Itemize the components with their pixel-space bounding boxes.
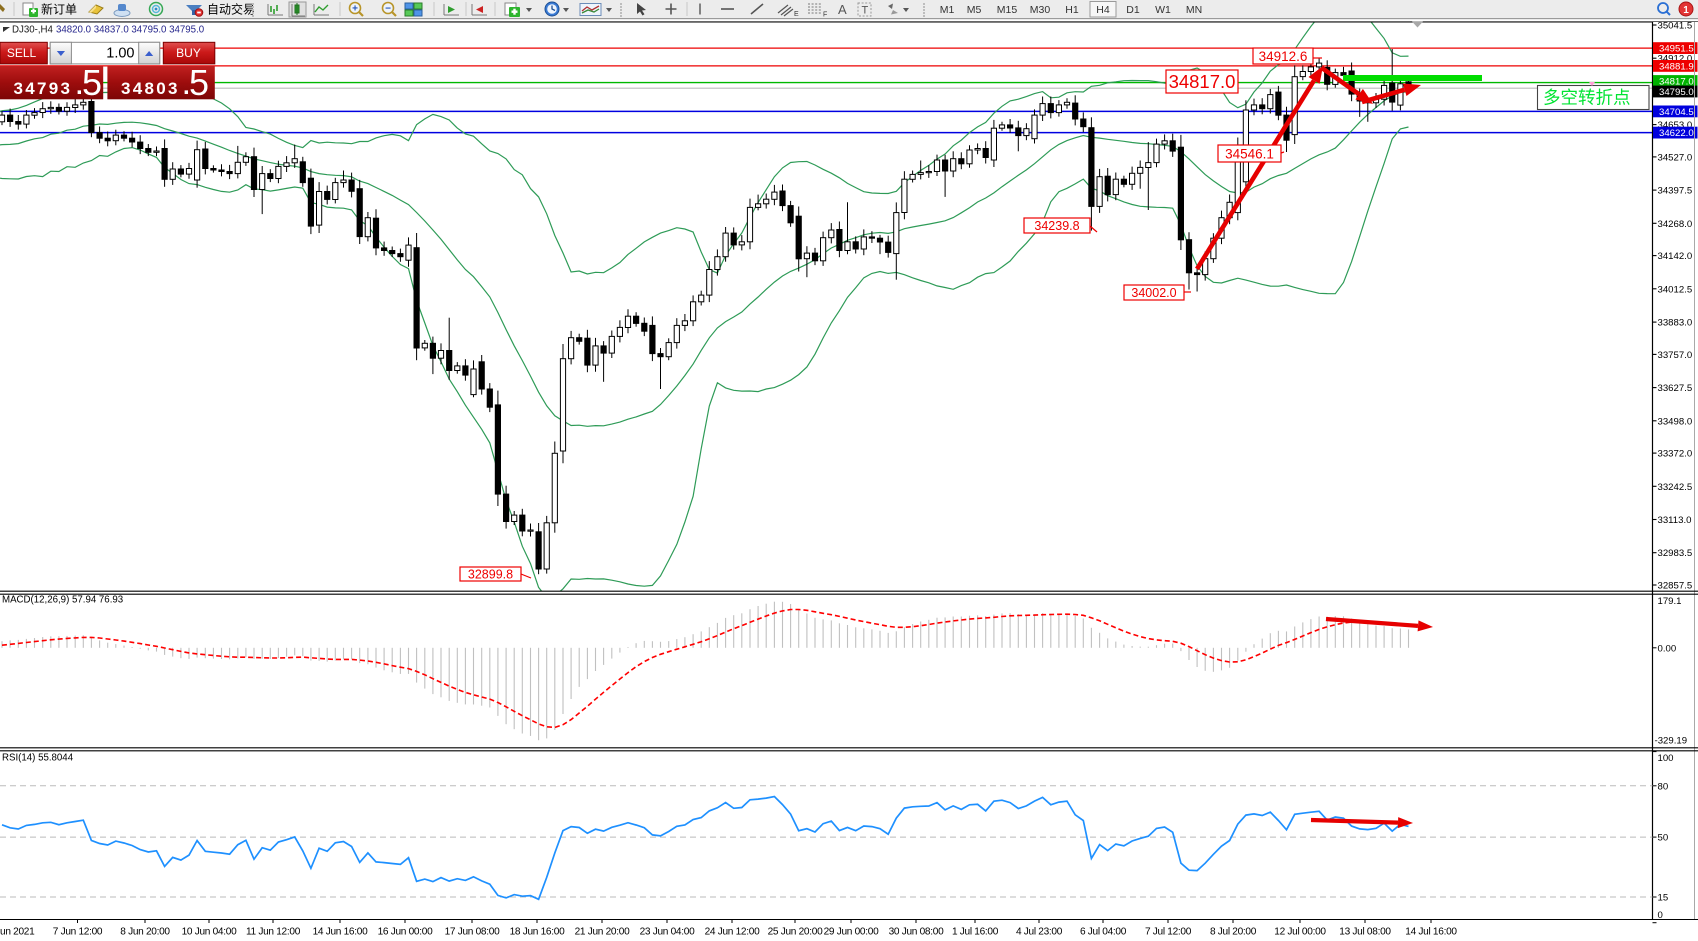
svg-text:M1: M1 xyxy=(940,4,955,16)
svg-text:5: 5 xyxy=(189,62,209,103)
svg-text:0.00: 0.00 xyxy=(1658,643,1677,654)
svg-text:0: 0 xyxy=(1658,910,1663,921)
svg-text:33883.0: 33883.0 xyxy=(1658,318,1693,329)
svg-text:34951.5: 34951.5 xyxy=(1659,44,1694,55)
svg-text:7 Jun 12:00: 7 Jun 12:00 xyxy=(53,927,103,938)
svg-text:7 Jul 12:00: 7 Jul 12:00 xyxy=(1145,927,1192,938)
svg-text:34820.0 34837.0 34795.0 34795.: 34820.0 34837.0 34795.0 34795.0 xyxy=(56,25,205,36)
svg-text:-329.19: -329.19 xyxy=(1655,736,1688,747)
svg-text:34704.5: 34704.5 xyxy=(1659,107,1694,118)
svg-text:33757.0: 33757.0 xyxy=(1658,350,1693,361)
svg-text:M30: M30 xyxy=(1030,4,1051,16)
svg-text:.: . xyxy=(183,73,190,100)
svg-text:29 Jun 00:00: 29 Jun 00:00 xyxy=(824,927,879,938)
svg-text:32983.5: 32983.5 xyxy=(1658,548,1693,559)
svg-text:21 Jun 20:00: 21 Jun 20:00 xyxy=(575,927,630,938)
svg-text:H4: H4 xyxy=(1096,4,1110,16)
svg-text:12 Jul 00:00: 12 Jul 00:00 xyxy=(1274,927,1326,938)
svg-text:50: 50 xyxy=(1658,832,1669,843)
svg-text:15: 15 xyxy=(1658,893,1669,904)
svg-text:1: 1 xyxy=(1683,5,1689,16)
svg-text:MN: MN xyxy=(1186,4,1202,16)
svg-text:W1: W1 xyxy=(1155,4,1171,16)
svg-text:34912.0: 34912.0 xyxy=(1658,54,1693,65)
svg-text:RSI(14) 55.8044: RSI(14) 55.8044 xyxy=(2,753,74,764)
svg-text:34012.5: 34012.5 xyxy=(1658,284,1693,295)
svg-text:MACD(12,26,9) 57.94 76.93: MACD(12,26,9) 57.94 76.93 xyxy=(2,595,123,606)
svg-text:34268.0: 34268.0 xyxy=(1658,219,1693,230)
svg-text:34881.9: 34881.9 xyxy=(1659,62,1694,73)
svg-text:A: A xyxy=(838,2,847,17)
svg-text:4 Jul 23:00: 4 Jul 23:00 xyxy=(1016,927,1063,938)
svg-text:34795.0: 34795.0 xyxy=(1659,87,1694,98)
svg-text:8 Jul 20:00: 8 Jul 20:00 xyxy=(1210,927,1257,938)
svg-text:33627.5: 33627.5 xyxy=(1658,383,1693,394)
svg-text:23 Jun 04:00: 23 Jun 04:00 xyxy=(640,927,695,938)
svg-text:34622.0: 34622.0 xyxy=(1659,128,1694,139)
svg-text:SELL: SELL xyxy=(7,46,37,60)
svg-text:33372.0: 33372.0 xyxy=(1658,449,1693,460)
svg-text:10 Jun 04:00: 10 Jun 04:00 xyxy=(182,927,237,938)
svg-text:32857.5: 32857.5 xyxy=(1658,581,1693,592)
svg-text:M5: M5 xyxy=(967,4,982,16)
svg-text:+: + xyxy=(352,4,358,15)
svg-text:1 Jul 16:00: 1 Jul 16:00 xyxy=(952,927,999,938)
svg-text:179.1: 179.1 xyxy=(1658,596,1682,607)
svg-text:F: F xyxy=(823,12,827,19)
svg-text:34546.1: 34546.1 xyxy=(1225,146,1274,161)
svg-text:34239.8: 34239.8 xyxy=(1034,219,1079,233)
svg-text:6 Jul 04:00: 6 Jul 04:00 xyxy=(1080,927,1127,938)
svg-text:11 Jun 12:00: 11 Jun 12:00 xyxy=(246,927,301,938)
svg-text:H1: H1 xyxy=(1065,4,1079,16)
svg-text:17 Jun 08:00: 17 Jun 08:00 xyxy=(445,927,500,938)
svg-text:自动交易: 自动交易 xyxy=(207,2,255,17)
svg-text:T: T xyxy=(862,5,869,17)
svg-text:16 Jun 00:00: 16 Jun 00:00 xyxy=(378,927,433,938)
svg-text:34397.5: 34397.5 xyxy=(1658,186,1693,197)
svg-text:1.00: 1.00 xyxy=(106,46,134,62)
svg-text:30 Jun 08:00: 30 Jun 08:00 xyxy=(889,927,944,938)
svg-text:34803: 34803 xyxy=(121,79,180,98)
svg-text:−: − xyxy=(385,4,391,15)
svg-text:34527.0: 34527.0 xyxy=(1658,152,1693,163)
svg-text:34142.0: 34142.0 xyxy=(1658,251,1693,262)
svg-text:34002.0: 34002.0 xyxy=(1131,286,1176,300)
svg-text:34793: 34793 xyxy=(14,79,73,98)
svg-text:E: E xyxy=(794,11,799,18)
svg-text:.: . xyxy=(76,73,83,100)
svg-text:un 2021: un 2021 xyxy=(0,927,35,938)
svg-text:M15: M15 xyxy=(997,4,1018,16)
svg-text:32899.8: 32899.8 xyxy=(468,568,513,582)
svg-text:34912.6: 34912.6 xyxy=(1259,49,1308,64)
svg-text:34817.0: 34817.0 xyxy=(1659,77,1694,88)
svg-text:14 Jun 16:00: 14 Jun 16:00 xyxy=(313,927,368,938)
svg-text:14 Jul 16:00: 14 Jul 16:00 xyxy=(1405,927,1457,938)
svg-text:35041.5: 35041.5 xyxy=(1658,21,1693,32)
svg-text:BUY: BUY xyxy=(176,46,201,60)
svg-text:33113.0: 33113.0 xyxy=(1658,515,1692,526)
svg-text:18 Jun 16:00: 18 Jun 16:00 xyxy=(510,927,565,938)
svg-text:80: 80 xyxy=(1658,781,1669,792)
svg-text:5: 5 xyxy=(82,62,102,103)
svg-text:多空转折点: 多空转折点 xyxy=(1543,88,1631,108)
svg-text:24 Jun 12:00: 24 Jun 12:00 xyxy=(705,927,760,938)
svg-text:13 Jul 08:00: 13 Jul 08:00 xyxy=(1339,927,1391,938)
svg-text:新订单: 新订单 xyxy=(41,2,77,17)
svg-text:D1: D1 xyxy=(1126,4,1140,16)
svg-text:DJ30-,H4: DJ30-,H4 xyxy=(12,25,54,36)
svg-text:33498.0: 33498.0 xyxy=(1658,416,1693,427)
svg-text:34817.0: 34817.0 xyxy=(1169,71,1236,92)
svg-text:100: 100 xyxy=(1658,753,1674,764)
svg-text:34653.0: 34653.0 xyxy=(1658,120,1693,131)
svg-text:33242.5: 33242.5 xyxy=(1658,482,1693,493)
svg-text:25 Jun 20:00: 25 Jun 20:00 xyxy=(768,927,823,938)
svg-text:8 Jun 20:00: 8 Jun 20:00 xyxy=(120,927,170,938)
